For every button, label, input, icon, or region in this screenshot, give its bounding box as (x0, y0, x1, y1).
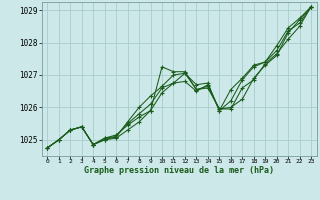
X-axis label: Graphe pression niveau de la mer (hPa): Graphe pression niveau de la mer (hPa) (84, 166, 274, 175)
